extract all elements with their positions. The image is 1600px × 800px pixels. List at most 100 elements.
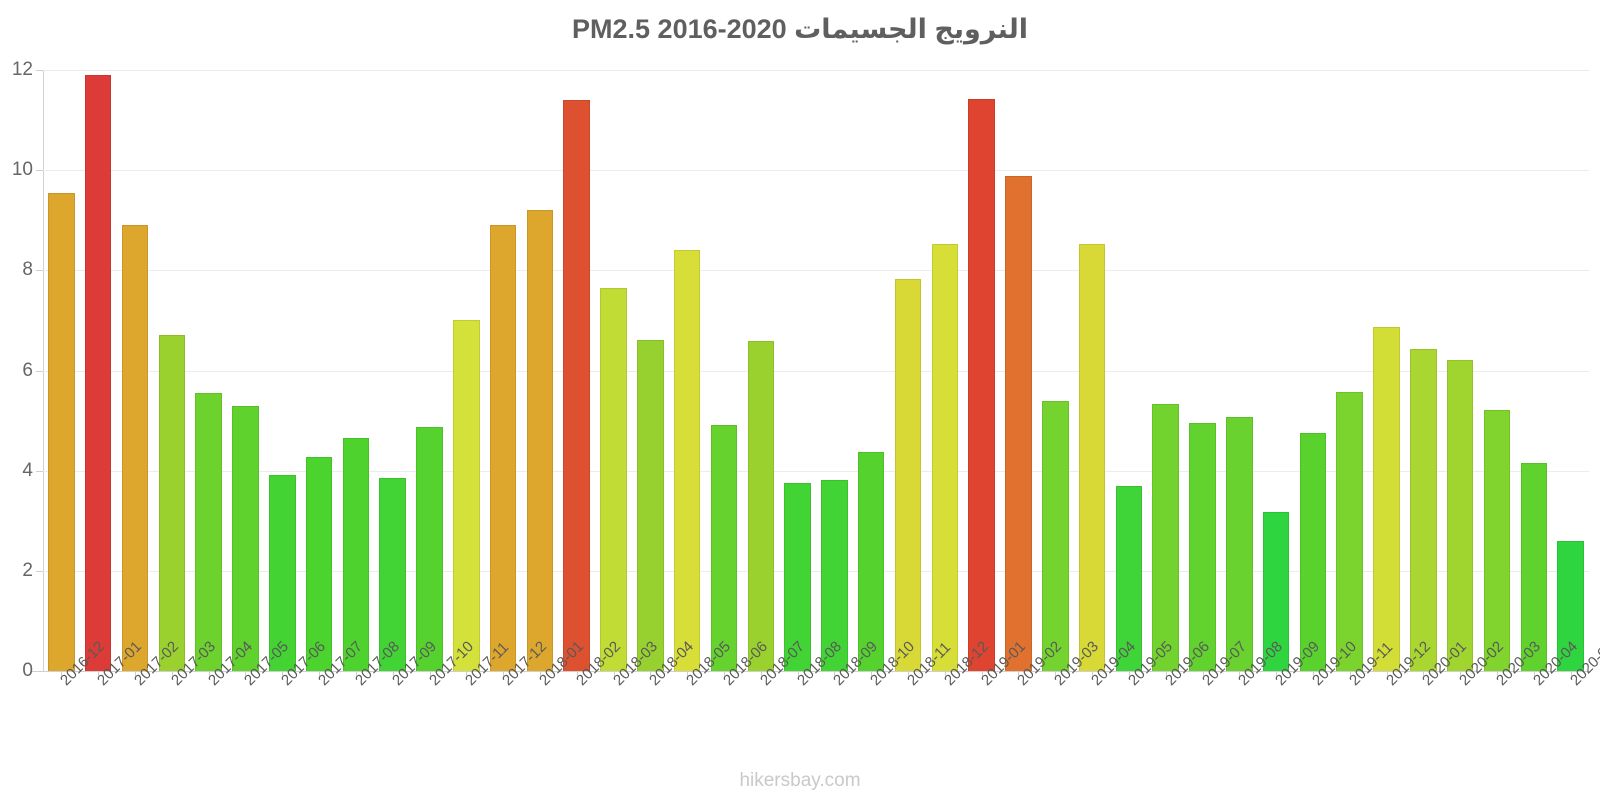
x-axis-tick-mark [208,671,210,676]
x-axis-tick-mark [1312,671,1314,676]
bar[interactable] [673,250,701,671]
bar[interactable] [1262,512,1290,671]
bar[interactable] [747,341,775,671]
bar[interactable] [232,405,259,671]
gridline [43,570,1589,572]
bar[interactable] [416,426,443,671]
y-axis-tick-mark [36,170,43,172]
gridline [43,370,1589,372]
x-axis-tick-mark [98,671,100,676]
x-axis-tick-mark [1055,671,1057,676]
y-axis-tick-label: 2 [22,559,33,581]
gridline [43,470,1589,472]
bar[interactable] [1520,463,1548,671]
bar[interactable] [710,424,738,671]
x-axis-tick-mark [1092,671,1094,676]
bar[interactable] [563,100,590,671]
bar[interactable] [894,279,922,671]
gridline [43,270,1589,272]
x-axis-tick-mark [1202,671,1204,676]
bar[interactable] [1336,392,1363,671]
gridline [43,170,1589,172]
y-axis-tick-mark [36,270,43,272]
plot-area: 0 2 4 6 8 10 12 [12,59,1589,681]
bar[interactable] [1152,404,1179,671]
x-axis-tick-mark [392,671,394,676]
x-axis-tick-mark [760,671,762,676]
bar[interactable] [600,287,627,671]
chart-title: النرويج الجسيمات PM2.5 2016-2020 [572,14,1028,44]
bar[interactable] [195,393,222,671]
bar[interactable] [1446,360,1474,671]
bar[interactable] [1189,422,1216,671]
bar[interactable] [489,225,517,671]
y-axis-tick-mark [36,70,43,71]
x-axis-tick-mark [1496,671,1498,676]
x-axis-line [31,671,1589,672]
x-axis-tick-mark [687,671,689,676]
bar[interactable] [84,75,112,671]
bar[interactable] [526,210,554,671]
bar[interactable] [1042,400,1069,671]
x-axis-tick-mark [1423,671,1425,676]
bar[interactable] [1078,244,1106,671]
x-axis-tick-mark [871,671,873,676]
bar[interactable] [931,244,959,671]
bar[interactable] [821,479,848,671]
bar[interactable] [1115,485,1143,671]
bar-series [43,70,1589,671]
bar[interactable] [48,192,75,671]
x-axis-tick-mark [834,671,836,676]
x-axis-tick-mark [650,671,652,676]
bar[interactable] [968,99,995,671]
x-axis-tick-mark [613,671,615,676]
x-axis-tick-mark [1570,671,1572,676]
bar[interactable] [637,340,664,671]
bar[interactable] [857,451,885,671]
bar[interactable] [1410,349,1437,671]
y-axis-tick-label: 4 [22,459,33,481]
x-axis-tick-mark [429,671,431,676]
y-axis-tick-mark [36,570,43,572]
bar[interactable] [379,478,406,671]
x-axis-tick-mark [1128,671,1130,676]
y-axis-tick-label: 0 [22,660,33,681]
y-axis-tick-mark [36,370,43,372]
bar[interactable] [1483,409,1511,671]
y-axis-tick-label: 12 [11,59,33,80]
x-axis-tick-mark [1349,671,1351,676]
source-watermark: hikersbay.com [739,770,861,791]
x-axis-tick-mark [135,671,137,676]
x-axis-tick-mark [282,671,284,676]
bar[interactable] [121,225,149,671]
x-axis-tick-mark [981,671,983,676]
bar[interactable] [784,482,811,671]
x-axis-tick-mark [944,671,946,676]
x-axis-tick-mark [1018,671,1020,676]
y-axis-tick-label: 10 [11,159,33,181]
bar[interactable] [1557,540,1584,671]
gridline [43,70,1589,71]
x-axis-tick-mark [466,671,468,676]
bar[interactable] [342,438,370,671]
x-axis-labels: 2016-12 2017-01 2017-02 2017-03 2017-04 2017-… [43,638,1600,781]
bar[interactable] [1299,433,1327,671]
bar[interactable] [453,320,480,671]
x-axis-tick-mark [797,671,799,676]
x-axis-tick-mark [1239,671,1241,676]
x-axis-tick-mark [61,671,63,676]
bar[interactable] [305,457,333,671]
x-axis-tick-mark [539,671,541,676]
y-axis-tick-mark [36,671,43,672]
y-axis-tick-label: 8 [22,259,33,281]
x-axis-tick-mark [576,671,578,676]
bar[interactable] [269,474,296,671]
bar[interactable] [1005,176,1032,671]
y-axis-tick-mark [36,470,43,472]
bar[interactable] [158,335,186,671]
bar[interactable] [1226,416,1253,671]
x-axis-tick-mark [319,671,321,676]
bar[interactable] [1373,326,1400,671]
x-axis-tick-mark [245,671,247,676]
